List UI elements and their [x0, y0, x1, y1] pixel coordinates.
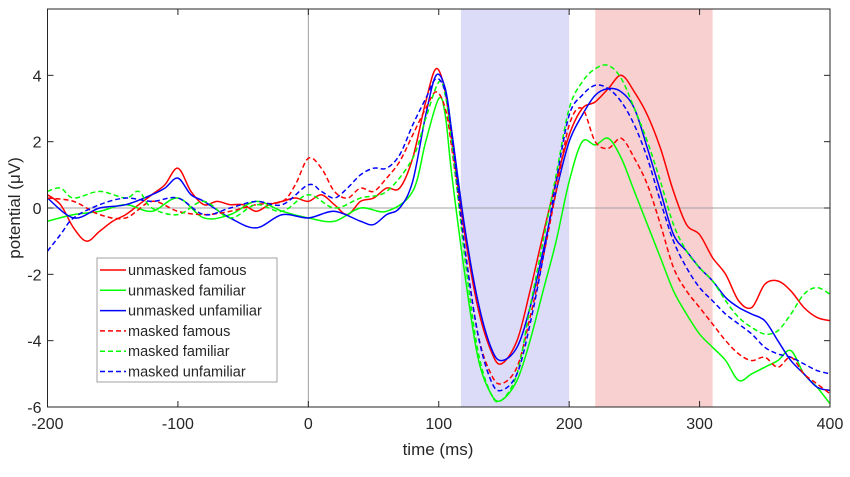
y-tick-label: 2 [33, 135, 42, 152]
legend-entry: masked famous [128, 324, 230, 340]
x-tick-label: 300 [686, 416, 713, 433]
x-tick-label: 100 [425, 416, 452, 433]
legend-entry: unmasked unfamiliar [128, 304, 262, 320]
legend-entry: unmasked familiar [128, 283, 246, 299]
y-tick-label: -4 [27, 334, 41, 351]
legend-box [96, 257, 278, 383]
x-tick-label: 0 [304, 416, 313, 433]
legend-entry: masked unfamiliar [128, 365, 246, 381]
x-axis-label: time (ms) [403, 440, 474, 459]
y-tick-label: 4 [33, 68, 42, 85]
y-tick-label: -2 [27, 267, 41, 284]
y-tick-label: -6 [27, 400, 41, 417]
x-tick-label: 400 [817, 416, 844, 433]
y-axis-label: potential (μV) [5, 157, 24, 258]
legend-entry: unmasked famous [128, 263, 246, 279]
series-line-masked-unfamiliar [46, 77, 831, 392]
legend: unmasked famous unmasked familiar unmasked… [96, 257, 278, 383]
x-tick-label: 200 [556, 416, 583, 433]
x-tick-label: -100 [162, 416, 194, 433]
legend-entry: masked familiar [128, 344, 230, 360]
series-line-masked-famous [47, 91, 831, 395]
x-tick-label: -200 [31, 416, 63, 433]
y-tick-label: 0 [33, 201, 42, 218]
series-line-masked-familiar [47, 64, 831, 403]
